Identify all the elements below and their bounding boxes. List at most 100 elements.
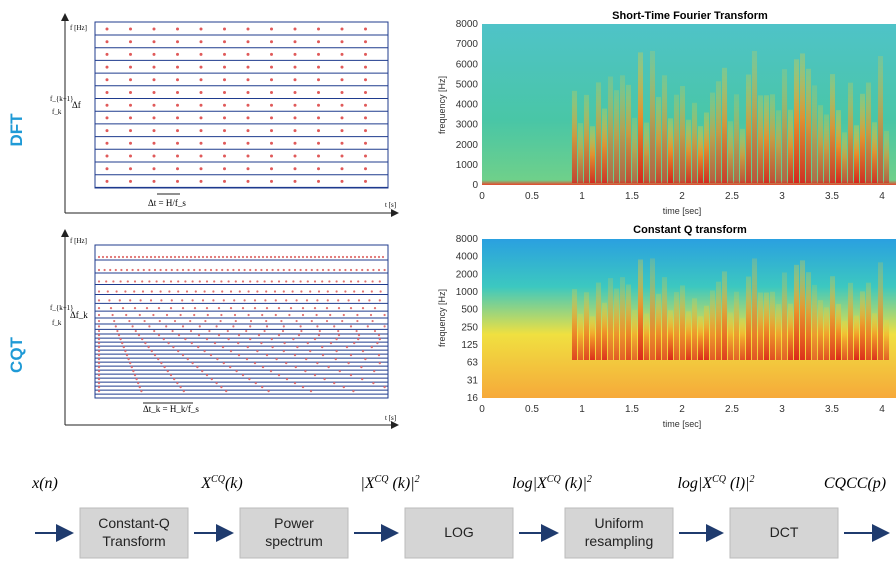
bin-dot [381,255,385,259]
bin-dot [241,307,245,310]
y-tick-label: 31 [467,375,479,386]
bin-dot [97,325,101,328]
bin-dot [165,325,168,328]
y-tick-label: 8000 [456,234,479,245]
signal-part: 2 [750,474,755,485]
bin-dot [301,307,305,310]
x-tick-label: 0 [479,191,485,202]
bin-dot [304,370,307,373]
texture [668,310,673,360]
bin-dot [171,329,174,333]
bin-dot [213,255,217,259]
bin-dot [317,141,320,145]
bin-dot [378,338,381,341]
bin-dot [293,116,297,120]
bin-dot [327,366,330,369]
bin-dot [340,116,344,120]
x-tick-label: 1.5 [625,191,639,202]
bin-dot [309,290,312,293]
texture [686,311,691,360]
bin-dot [364,78,367,82]
bin-dot [275,358,278,361]
bin-dot [321,354,325,357]
bin-dot [318,329,321,333]
bin-dot [249,268,252,272]
bin-dot [327,268,330,272]
bin-dot [97,358,101,361]
bin-dot [355,268,358,272]
texture [656,293,661,360]
bin-dot [357,338,360,341]
bin-dot [125,313,128,317]
bin-dot [137,255,141,259]
texture [776,110,781,183]
bin-dot [265,319,268,323]
texture [650,50,655,183]
bin-dot [277,268,280,272]
bin-dot [97,366,101,369]
bin-dot [344,268,347,272]
block-label: Transform [102,533,165,549]
bin-dot [257,255,261,259]
bin-dot [270,167,273,171]
bin-dot [152,154,156,158]
bin-dot [147,346,150,349]
bin-dot [169,307,173,310]
bin-dot [361,350,365,353]
bin-dot [137,334,141,337]
bin-dot [223,40,226,44]
bin-dot [263,280,266,283]
bin-dot [369,313,373,317]
texture [818,105,823,183]
x-tick-label: 3.5 [825,404,839,415]
bin-dot [383,325,386,328]
bin-dot [125,268,129,272]
bin-dot [293,78,297,82]
bin-dot [160,362,163,365]
signal-part: CQ [712,474,727,485]
freq-label: f_k [52,108,62,116]
texture [848,82,853,183]
bin-dot [153,268,157,272]
texture [710,92,715,183]
block [239,507,349,559]
bin-dot [111,313,114,317]
bin-dot [128,319,131,323]
texture [878,262,883,360]
bin-dot [184,338,187,341]
bin-dot [125,255,129,259]
signal-label: x(n) [31,475,58,492]
bin-dot [152,141,156,145]
texture [674,94,679,183]
signal-part: log|X [512,475,548,492]
texture [626,84,631,183]
block-label: LOG [444,524,474,540]
bin-dot [271,268,274,272]
bin-dot [241,255,245,259]
bin-dot [133,307,137,310]
bin-dot [342,386,345,389]
bin-dot [126,280,129,283]
bin-dot [313,307,317,310]
bin-dot [153,255,157,259]
bin-dot [270,103,273,107]
texture [824,114,829,183]
texture [710,290,715,360]
bin-dot [274,313,277,317]
bin-dot [227,280,230,283]
bin-dot [340,52,344,56]
bin-dot [329,313,332,317]
signal-part: CQ [547,474,562,485]
texture [692,102,697,183]
texture [740,318,745,360]
bin-dot [223,52,226,56]
bin-dot [355,329,358,333]
bin-dot [216,358,219,361]
texture [764,292,769,360]
bin-dot [189,329,193,333]
bin-dot [301,255,305,259]
bin-dot [141,338,144,341]
bin-dot [161,255,165,259]
texture [578,313,583,360]
stft-spectrogram: Short-Time Fourier Transform frequency [… [437,10,896,216]
